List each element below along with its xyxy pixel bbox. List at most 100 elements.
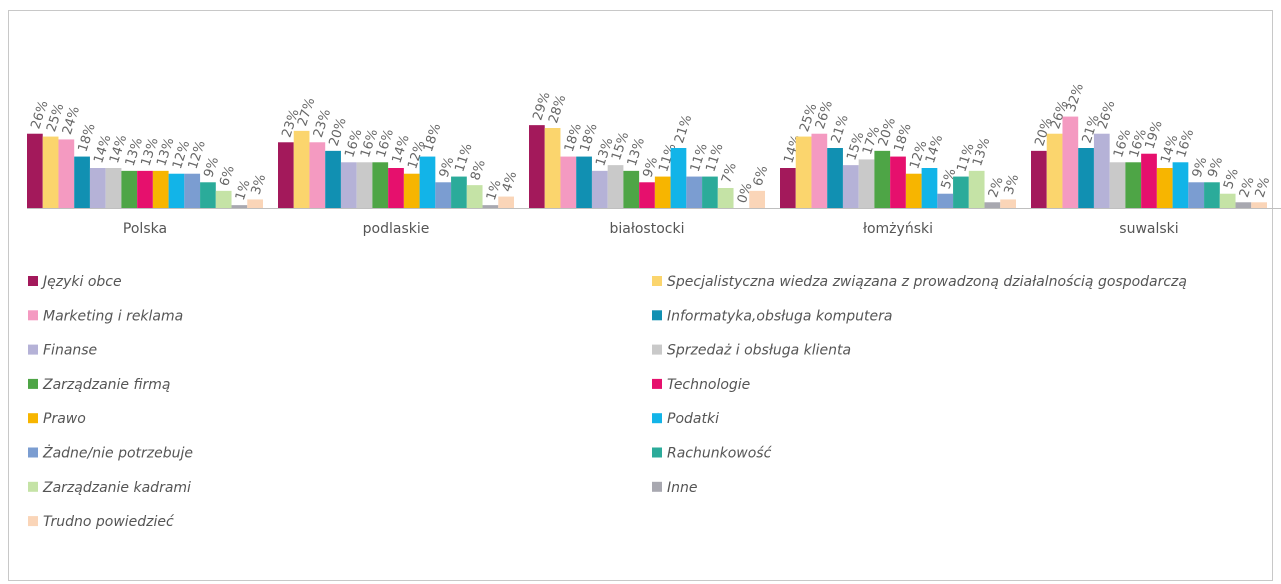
legend-swatch <box>28 344 38 355</box>
legend-label: Finanse <box>43 343 97 359</box>
legend-swatch <box>28 516 38 527</box>
x-tick-label: łomżyński <box>863 221 933 237</box>
value-label: 5% <box>1221 167 1242 191</box>
legend-swatch <box>652 378 662 389</box>
x-tick-label: podlaskie <box>363 221 430 237</box>
legend-swatch <box>652 447 662 458</box>
bar <box>184 173 201 208</box>
bar <box>607 165 624 208</box>
bar <box>247 199 263 208</box>
bar <box>905 173 922 208</box>
bar <box>1078 148 1094 208</box>
bar <box>137 170 153 208</box>
value-label: 9% <box>201 155 222 179</box>
bar <box>795 136 812 208</box>
bar <box>419 156 436 208</box>
bar <box>105 168 122 208</box>
bar <box>1000 199 1016 208</box>
bar <box>340 162 357 208</box>
bar <box>702 176 718 208</box>
value-label: 9% <box>641 155 662 179</box>
value-label: 21% <box>829 113 852 145</box>
legend-swatch <box>652 344 662 355</box>
bar <box>1172 162 1189 208</box>
legend-label: Inne <box>667 480 698 496</box>
legend-swatch <box>28 413 38 424</box>
value-label: 3% <box>249 172 270 196</box>
bar <box>623 170 640 208</box>
bar <box>309 142 326 208</box>
bar <box>1204 182 1220 208</box>
value-label: 2% <box>986 175 1007 199</box>
bar <box>1251 202 1267 208</box>
legend-label: Sprzedaż i obsługa klienta <box>667 343 851 359</box>
bar <box>811 133 828 208</box>
value-label: 3% <box>1002 172 1023 196</box>
bar <box>152 170 169 208</box>
x-tick-label: suwalski <box>1119 221 1178 237</box>
bar <box>670 148 687 208</box>
bar <box>780 168 796 208</box>
legend-swatch <box>28 276 38 286</box>
bar <box>858 159 875 208</box>
legend-label: Technologie <box>667 377 750 393</box>
bar <box>498 196 514 208</box>
value-label: 1% <box>233 178 254 202</box>
bar <box>293 130 310 208</box>
value-label: 18% <box>421 122 444 154</box>
bar <box>1046 133 1063 208</box>
legend-swatch <box>28 447 38 458</box>
legend-swatch <box>652 413 662 424</box>
bar <box>576 156 592 208</box>
bar <box>686 176 703 208</box>
bar <box>403 173 420 208</box>
value-label: 13% <box>970 136 993 168</box>
bar <box>74 156 90 208</box>
bar <box>937 193 954 208</box>
bar <box>435 182 452 208</box>
value-label: 14% <box>923 133 946 165</box>
bar <box>278 142 294 208</box>
bar <box>968 170 985 208</box>
value-label: 26% <box>1095 99 1118 131</box>
bar <box>42 136 59 208</box>
legend-label: Trudno powiedzieć <box>43 514 175 530</box>
bar <box>1125 162 1142 208</box>
bar <box>749 190 765 208</box>
bar <box>231 205 248 208</box>
bar <box>984 202 1001 208</box>
value-label: 7% <box>719 161 740 185</box>
bar <box>544 128 561 208</box>
legend-swatch <box>652 276 662 286</box>
legend-swatch <box>28 310 38 321</box>
bar <box>27 133 43 208</box>
legend-swatch <box>652 310 662 321</box>
bar <box>466 185 483 208</box>
value-label: 9% <box>437 155 458 179</box>
bar <box>1219 193 1236 208</box>
value-label: 21% <box>672 113 695 145</box>
x-tick-label: białostocki <box>610 221 685 237</box>
bar <box>89 168 106 208</box>
bar <box>639 182 655 208</box>
bar <box>168 173 185 208</box>
bar <box>200 182 216 208</box>
bar <box>1188 182 1205 208</box>
legend-swatch <box>652 481 662 492</box>
legend-swatch <box>28 481 38 492</box>
legend-label: Żadne/nie potrzebuje <box>42 444 193 462</box>
bar <box>953 176 969 208</box>
bar <box>121 170 138 208</box>
bar <box>215 190 232 208</box>
bar <box>451 176 467 208</box>
bar <box>1093 133 1110 208</box>
bar <box>1156 168 1173 208</box>
bar <box>890 156 906 208</box>
bar <box>1062 116 1079 208</box>
bar <box>591 170 608 208</box>
bar <box>529 125 545 208</box>
bar <box>827 148 843 208</box>
value-label: 8% <box>468 158 489 182</box>
bar <box>1141 153 1157 208</box>
